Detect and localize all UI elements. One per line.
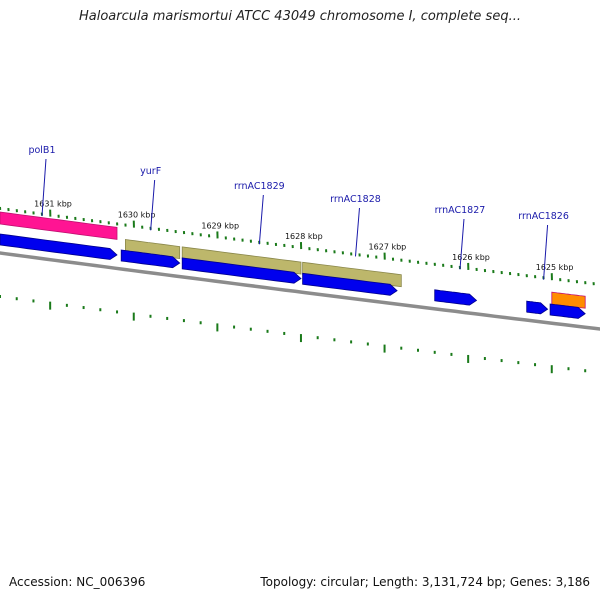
gene-label-line (543, 224, 549, 280)
accession-label: Accession: NC_006396 (9, 575, 146, 589)
blue-feature (302, 272, 398, 296)
backbone-circle (0, 251, 600, 331)
pink-feature (0, 211, 118, 240)
gene-label: rrnAC1828 (330, 194, 381, 205)
gene-label: rrnAC1829 (234, 181, 285, 192)
gene-label: rrnAC1827 (435, 205, 486, 216)
map-title: Haloarcula marismortui ATCC 43049 chromo… (79, 9, 521, 24)
gene-label: rrnAC1826 (518, 211, 569, 222)
blue-feature (120, 249, 181, 269)
blue-feature (434, 289, 478, 306)
tick-label: 1631 kbp (34, 200, 72, 209)
tick-label: 1630 kbp (118, 211, 156, 220)
blue-feature (181, 257, 302, 284)
gene-label-line (41, 158, 47, 217)
blue-feature (526, 300, 549, 315)
gene-label-line (150, 179, 156, 231)
tick-label: 1628 kbp (285, 232, 323, 241)
tick-label: 1625 kbp (536, 263, 574, 272)
gene-label-line (354, 207, 360, 257)
tick-label: 1626 kbp (452, 253, 490, 262)
gene-label: polB1 (28, 145, 55, 156)
tick-label: 1629 kbp (201, 221, 239, 230)
genome-summary: Topology: circular; Length: 3,131,724 bp… (260, 575, 590, 589)
blue-feature (0, 233, 118, 260)
gene-label-line (459, 218, 465, 270)
blue-feature (549, 303, 586, 319)
gene-label-line (258, 194, 264, 245)
tick-label: 1627 kbp (369, 243, 407, 252)
gene-label: yurF (140, 166, 161, 177)
